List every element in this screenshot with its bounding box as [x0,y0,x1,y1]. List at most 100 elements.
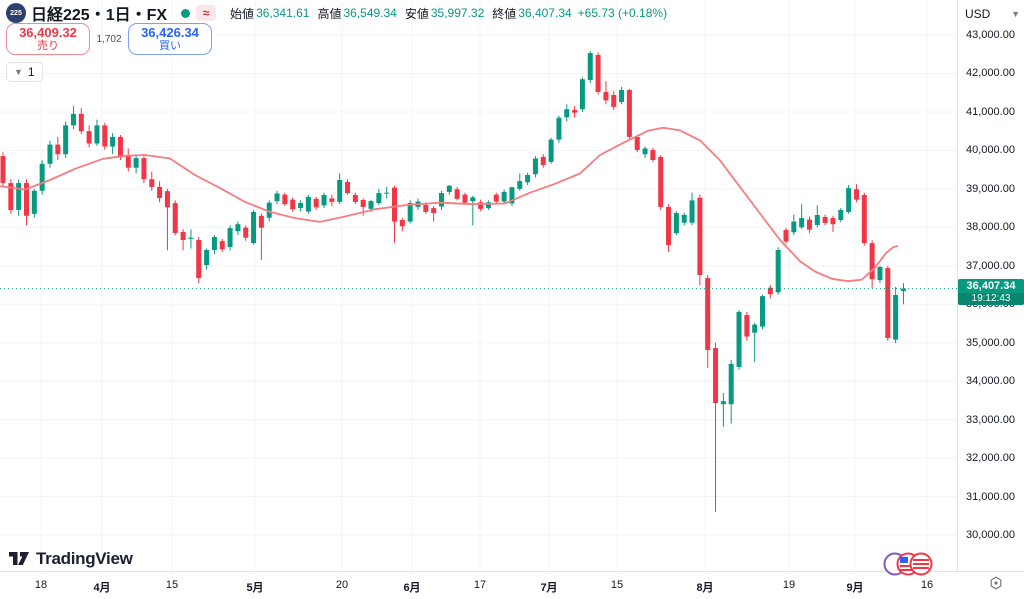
candle-body [392,187,397,222]
candle-body [282,194,288,205]
candle-body [110,136,116,147]
candle-body [822,216,828,224]
time-axis[interactable]: 18 4月 15 5月 20 6月 17 7月 15 8月 19 9月 16 [0,571,1024,599]
buy-label: 買い [159,40,181,53]
candle-body [329,198,335,202]
price-axis-label: 35,000.00 [966,336,1015,349]
candle-body [509,187,515,204]
buy-button[interactable]: 36,426.34 買い [128,23,212,55]
candle-body [431,208,437,214]
candle-body [579,79,585,110]
symbol-legend: 225 日経225・1日・FX ≈ 始値 36,341.61 高値 36,549.3… [6,3,668,24]
candle-body [697,197,703,276]
candle-body [204,250,210,266]
symbol-logo: 225 [6,3,26,23]
candle-body [70,113,76,126]
price-axis-label: 34,000.00 [966,375,1015,388]
candle-body [838,210,844,221]
candle-body [258,215,264,228]
sell-button[interactable]: 36,409.32 売り [6,23,90,55]
time-axis-label: 20 [335,579,349,591]
candle-body [188,237,194,239]
candle-body [0,156,6,184]
tradingview-logo[interactable]: TradingView [8,549,133,569]
price-axis-label: 43,000.00 [966,29,1015,41]
candle-body [525,175,531,183]
candle-body [501,191,507,202]
buy-price: 36,426.34 [141,24,199,40]
price-axis-label: 33,000.00 [966,413,1015,426]
candle-body [861,195,867,244]
events-flags-icon[interactable] [880,551,936,579]
time-axis-label: 18 [34,579,48,591]
candle-body [760,296,766,327]
candle-body [305,196,311,212]
current-price-value: 36,407.34 [966,279,1016,292]
current-price-badge: 36,407.34 19:12:43 [958,278,1024,305]
candle-body [650,150,656,161]
candle-body [63,125,69,155]
candle-body [611,95,617,107]
chevron-down-icon: ▼ [1011,9,1020,19]
close-value: 36,407.34 [518,6,572,20]
candle-body [619,90,625,102]
time-axis-label: 5月 [246,582,264,594]
candle-body [39,163,45,191]
candle-body [720,401,726,405]
price-axis-label: 32,000.00 [966,452,1015,465]
candle-body [673,213,679,234]
bar-countdown: 19:12:43 [958,292,1024,305]
candle-body [86,131,92,144]
market-status-dot-icon[interactable] [181,8,191,18]
candle-body [814,215,820,226]
candle-body [345,181,351,194]
candle-body [846,188,852,212]
trade-panel: 36,409.32 売り 1,702 36,426.34 買い [6,23,212,55]
interval-value: 1 [27,65,35,79]
candle-body [274,193,280,202]
gear-icon[interactable] [988,575,1004,591]
candle-body [321,195,327,206]
candle-body [587,53,593,81]
close-label: 終値 [492,6,517,21]
candle-body [266,202,272,218]
candle-body [376,193,382,204]
change-value: +65.73 (+0.18%) [577,6,668,20]
candle-body [853,189,859,200]
candle-body [470,197,476,202]
interval-dropdown[interactable]: ▼ 1 [6,62,43,82]
time-axis-label: 6月 [403,582,421,594]
candle-body [775,250,781,293]
candle-body [141,158,147,180]
candle-body [298,203,304,209]
time-axis-label: 15 [165,579,179,591]
candle-body [243,227,249,238]
candle-body [658,156,664,207]
sell-label: 売り [37,40,59,53]
currency-dropdown[interactable]: USD ▼ [965,5,1020,23]
candle-body [485,202,491,209]
price-axis-label: 40,000.00 [966,144,1015,157]
candle-body [626,90,632,137]
candle-body [556,117,562,140]
candle-body [564,109,570,118]
candle-body [713,348,719,404]
candle-body [767,287,773,295]
candle-body [462,194,468,203]
candle-body [791,221,797,233]
candlestick-chart-canvas[interactable] [0,0,957,571]
candle-body [736,311,742,367]
candle-body [133,158,139,168]
high-value: 36,549.34 [343,6,397,20]
time-axis-label: 17 [473,579,487,591]
symbol-title[interactable]: 日経225・1日・FX [31,7,168,24]
candle-body [681,215,687,223]
currency-label: USD [965,7,991,21]
candle-body [893,295,899,340]
candle-body [211,236,217,251]
candle-body [337,180,343,202]
candle-body [117,136,123,157]
data-mode-icon[interactable]: ≈ [196,5,217,21]
time-axis-label: 4月 [93,582,111,594]
candle-body [125,156,131,168]
